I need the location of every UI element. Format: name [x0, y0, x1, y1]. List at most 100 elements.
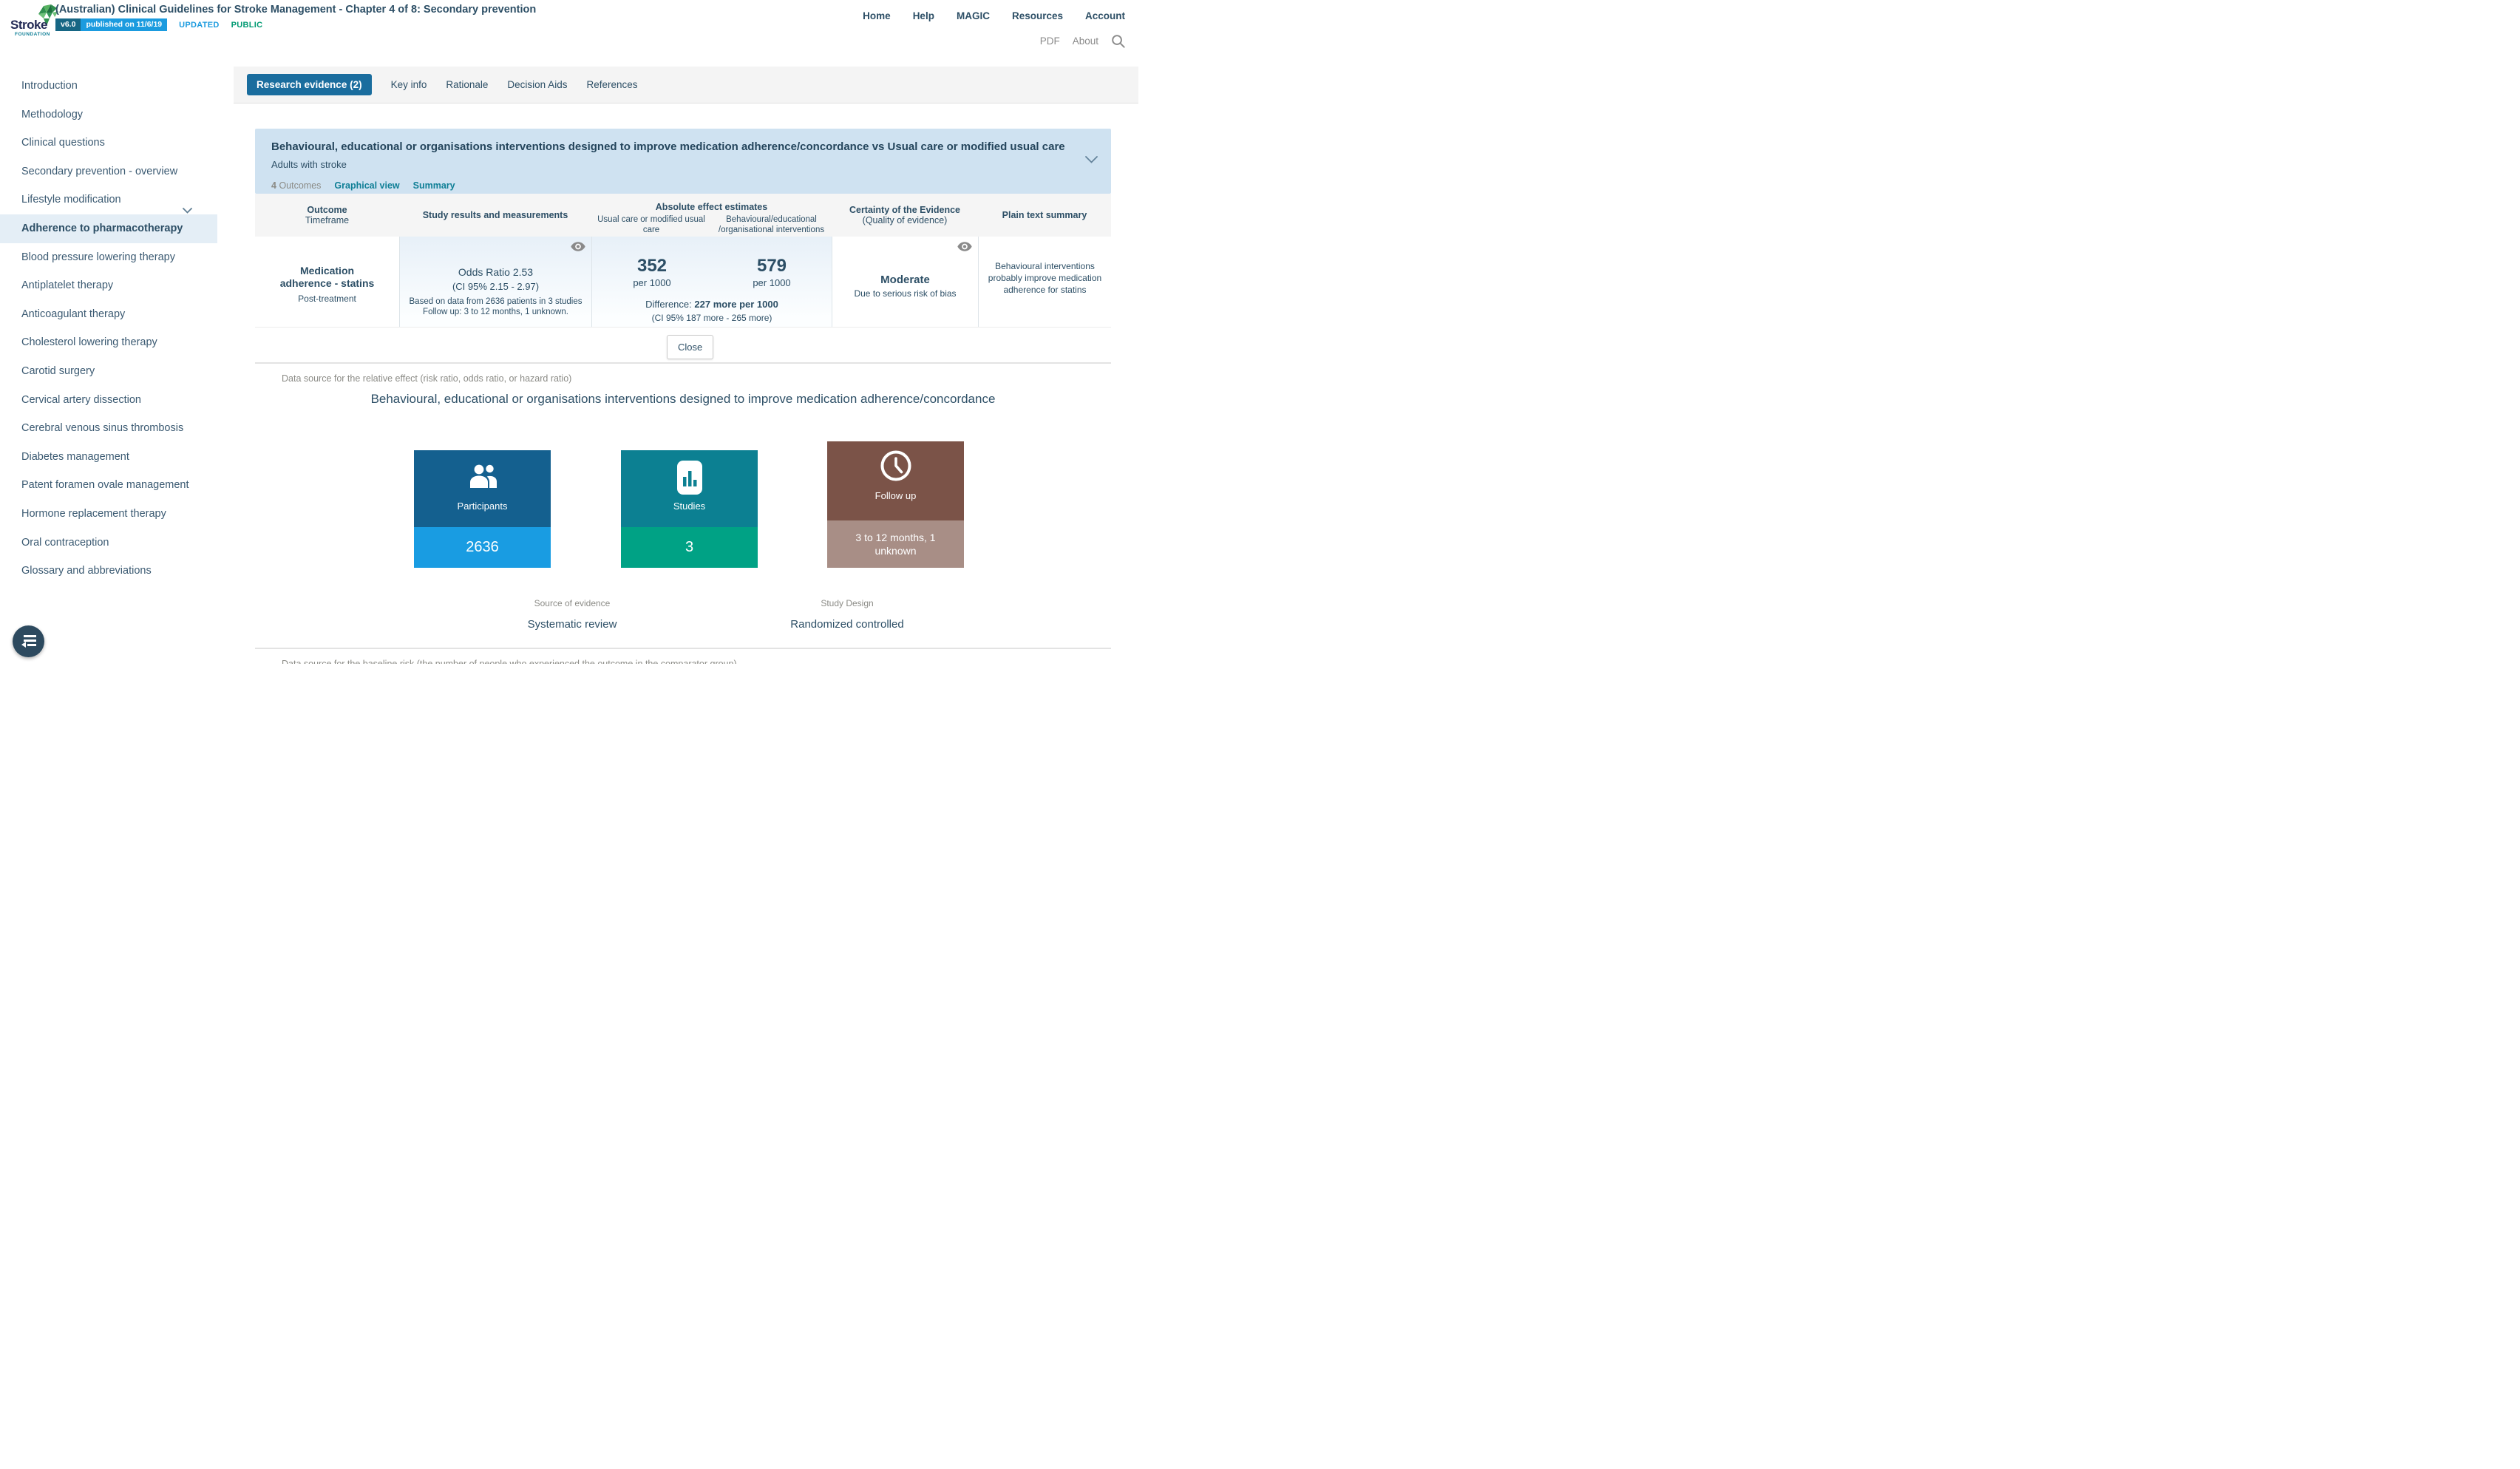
top-nav: Home Help MAGIC Resources Account [863, 10, 1125, 21]
logo-text: Stroke [10, 18, 47, 32]
sidebar-item-label: Lifestyle modification [21, 194, 121, 206]
updated-flag: UPDATED [179, 20, 220, 30]
column-header-absolute-effects: Absolute effect estimates [655, 202, 768, 212]
column-header-plain-text: Plain text summary [1002, 210, 1087, 220]
sidebar-item-carotid-surgery[interactable]: Carotid surgery [21, 364, 95, 377]
comparison-title: Behavioural, educational or organisation… [271, 140, 1065, 153]
app-header: Stroke FOUNDATION (Australian) Clinical … [0, 0, 1138, 67]
main-content: Research evidence (2) Key info Rationale… [234, 67, 1138, 664]
tab-bar: Research evidence (2) Key info Rationale… [234, 67, 1138, 104]
column-header-comparator: Usual care or modified usual care [597, 215, 705, 234]
tab-rationale[interactable]: Rationale [446, 79, 489, 90]
collapse-sidebar-button[interactable] [13, 625, 44, 657]
sidebar-item-anticoagulant-therapy[interactable]: Anticoagulant therapy [21, 308, 126, 320]
studies-label: Studies [673, 501, 706, 512]
summary-link[interactable]: Summary [412, 180, 455, 191]
sidebar-item-diabetes-management[interactable]: Diabetes management [21, 450, 129, 463]
study-results-cell: Odds Ratio 2.53 (CI 95% 2.15 - 2.97) Bas… [399, 237, 591, 327]
intervention-value: 579 [756, 256, 787, 276]
certainty-grade: Moderate [880, 274, 930, 286]
difference-ci: (CI 95% 187 more - 265 more) [651, 313, 772, 323]
comparator-value: 352 [636, 256, 668, 276]
baseline-risk-data-source-note: Data source for the baseline risk (the n… [282, 659, 737, 664]
tab-decision-aids[interactable]: Decision Aids [507, 79, 568, 90]
eye-icon[interactable] [571, 242, 585, 255]
nav-home[interactable]: Home [863, 10, 891, 21]
outcomes-number: 4 [271, 180, 276, 191]
chevron-down-icon [183, 197, 192, 225]
section-divider [255, 648, 1111, 649]
chapter-sidebar: Introduction Methodology Clinical questi… [0, 67, 234, 664]
followup-note: Follow up: 3 to 12 months, 1 unknown. [423, 308, 568, 316]
column-header-certainty: Certainty of the Evidence (Quality of ev… [832, 194, 978, 237]
sidebar-item-lifestyle-modification[interactable]: Lifestyle modification [0, 186, 217, 214]
follow-up-label: Follow up [874, 490, 917, 501]
page-title: (Australian) Clinical Guidelines for Str… [55, 4, 537, 16]
tab-research-evidence[interactable]: Research evidence (2) [247, 74, 372, 95]
tab-key-info[interactable]: Key info [390, 79, 427, 90]
comparison-panel[interactable]: Behavioural, educational or organisation… [255, 129, 1111, 194]
header-certainty-sub-text: (Quality of evidence) [862, 215, 948, 225]
outcome-timeframe: Post-treatment [298, 294, 356, 304]
follow-up-card-top: Follow up [827, 441, 964, 520]
eye-icon[interactable] [957, 242, 972, 255]
logo-subtext: FOUNDATION [15, 32, 50, 37]
collapse-panel-chevron-icon[interactable] [1085, 154, 1098, 167]
sidebar-item-cerebral-venous-sinus-thrombosis[interactable]: Cerebral venous sinus thrombosis [21, 422, 184, 435]
chapter-list: Introduction Methodology Clinical questi… [0, 72, 234, 586]
sidebar-item-hormone-replacement-therapy[interactable]: Hormone replacement therapy [21, 507, 166, 520]
sidebar-item-glossary-and-abbreviations[interactable]: Glossary and abbreviations [21, 565, 152, 577]
sidebar-item-methodology[interactable]: Methodology [21, 108, 84, 121]
sidebar-item-clinical-questions[interactable]: Clinical questions [21, 137, 105, 149]
difference-value: 227 more per 1000 [694, 299, 778, 310]
panel-links: 4 Outcomes Graphical view Summary [271, 180, 1095, 191]
participants-value: 2636 [414, 527, 551, 568]
sidebar-item-cholesterol-lowering-therapy[interactable]: Cholesterol lowering therapy [21, 336, 157, 349]
column-header-intervention: Behavioural/educational /organisational … [718, 215, 825, 234]
published-badge: published on 11/6/19 [81, 18, 168, 31]
clock-icon [880, 449, 912, 486]
sidebar-item-cervical-artery-dissection[interactable]: Cervical artery dissection [21, 393, 141, 406]
sidebar-item-oral-contraception[interactable]: Oral contraception [21, 536, 109, 549]
follow-up-value: 3 to 12 months, 1 unknown [827, 520, 964, 568]
search-icon[interactable] [1111, 34, 1125, 48]
sidebar-item-antiplatelet-therapy[interactable]: Antiplatelet therapy [21, 279, 114, 292]
sidebar-item-patent-foramen-ovale-management[interactable]: Patent foramen ovale management [21, 479, 189, 492]
comparator-unit: per 1000 [633, 277, 671, 288]
nav-account[interactable]: Account [1085, 10, 1125, 21]
outcomes-count: 4 Outcomes [271, 180, 321, 191]
difference-label: Difference: [645, 299, 692, 310]
header-outcome-text: Outcome [307, 205, 347, 215]
public-flag: PUBLIC [231, 20, 263, 30]
graphical-view: Participants 2636 Studies [255, 441, 1111, 664]
version-badge: v6.0 [55, 18, 81, 31]
stroke-foundation-logo[interactable]: Stroke FOUNDATION [10, 3, 64, 44]
evidence-table-header: Outcome Timeframe Study results and meas… [255, 194, 1111, 237]
brain-logo-icon [38, 4, 58, 26]
certainty-cell: Moderate Due to serious risk of bias [832, 237, 978, 327]
intervention-graphical-title: Behavioural, educational or organisation… [370, 392, 996, 406]
sidebar-item-introduction[interactable]: Introduction [21, 80, 78, 92]
nav-resources[interactable]: Resources [1011, 10, 1063, 21]
intervention-estimate: 579 per 1000 [712, 256, 832, 288]
badge-row: v6.0 published on 11/6/19 UPDATED PUBLIC [55, 18, 262, 31]
sidebar-item-blood-pressure-lowering-therapy[interactable]: Blood pressure lowering therapy [21, 251, 175, 263]
sub-nav: PDF About [1040, 34, 1125, 48]
about-button[interactable]: About [1072, 35, 1098, 47]
outcome-cell: Medication adherence - statins Post-trea… [255, 237, 399, 327]
collapse-menu-icon [21, 635, 36, 648]
tab-references[interactable]: References [586, 79, 638, 90]
sidebar-item-secondary-prevention-overview[interactable]: Secondary prevention - overview [21, 165, 178, 177]
graphical-view-link[interactable]: Graphical view [334, 180, 400, 191]
sidebar-item-adherence-to-pharmacotherapy[interactable]: Adherence to pharmacotherapy [0, 214, 217, 243]
comparator-estimate: 352 per 1000 [592, 256, 712, 288]
study-design: Study Design Randomized controlled [766, 598, 928, 631]
outcome-name: Medication adherence - statins [279, 265, 375, 289]
studies-card: Studies 3 [621, 450, 758, 568]
close-button[interactable]: Close [667, 335, 714, 359]
outcomes-word: Outcomes [279, 180, 322, 191]
pdf-button[interactable]: PDF [1039, 35, 1060, 47]
nav-help[interactable]: Help [912, 10, 934, 21]
column-header-outcome: Outcome Timeframe [255, 194, 399, 237]
nav-magic[interactable]: MAGIC [956, 10, 990, 21]
